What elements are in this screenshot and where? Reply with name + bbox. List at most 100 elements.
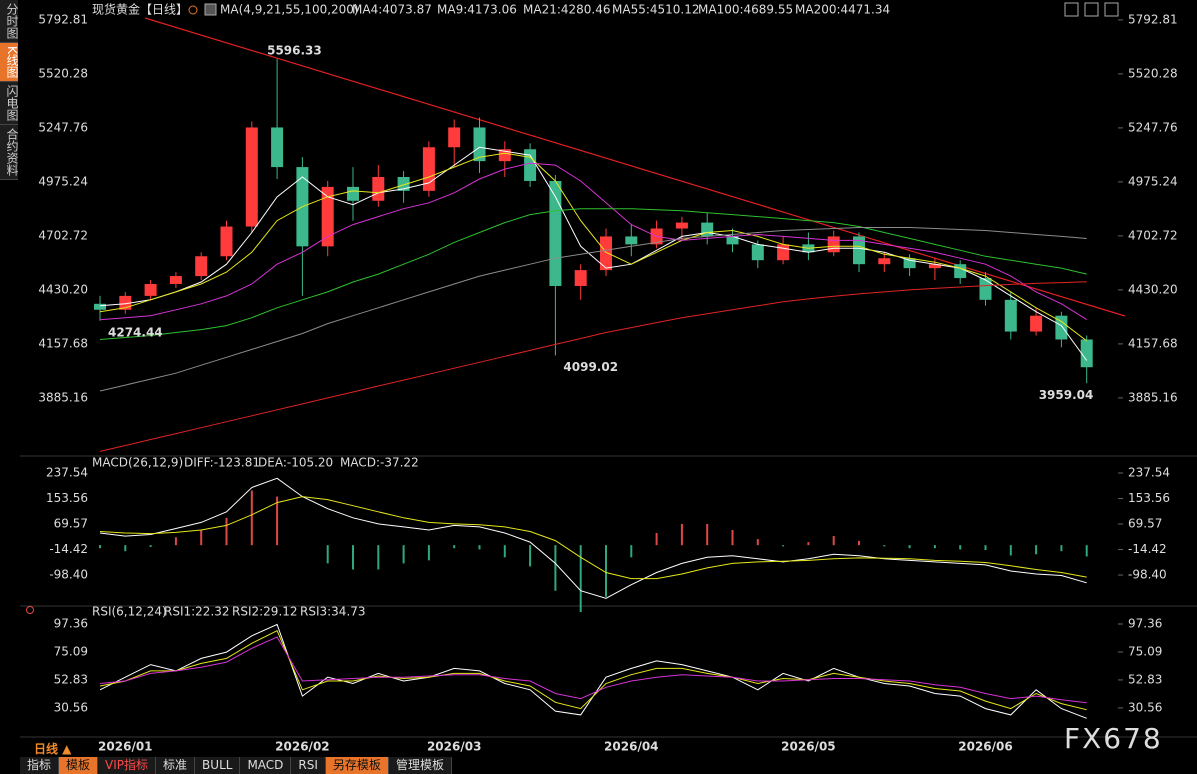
tab[interactable]: 闪电图	[0, 81, 19, 125]
trend-line	[144, 17, 1126, 317]
candle-body	[220, 226, 233, 257]
candle-body	[422, 147, 435, 191]
candle-body	[448, 127, 461, 148]
macd-bar	[832, 536, 835, 546]
series-line	[99, 208, 1087, 340]
legend-entry: RSI1:22.32	[164, 605, 230, 619]
macd-bar	[225, 517, 228, 546]
macd-bar	[149, 545, 152, 547]
candle-body	[675, 222, 688, 229]
candle-body	[928, 264, 941, 269]
macd-bar	[655, 533, 658, 546]
legend-entry: RSI2:29.12	[232, 605, 298, 619]
y-tick-label: 75.09	[54, 644, 88, 658]
x-tick-label: 2026/05	[781, 740, 835, 754]
macd-bar	[174, 537, 177, 546]
macd-bar	[402, 545, 405, 564]
candle-body	[245, 127, 258, 227]
y-tick-label: -14.42	[1128, 542, 1167, 556]
tool-button[interactable]: 标准	[156, 757, 196, 774]
candle-body	[119, 295, 132, 310]
period-button[interactable]: 日线 ▲	[34, 742, 72, 756]
candle-body	[195, 256, 208, 277]
legend-entry: MA21:4280.46	[523, 3, 611, 17]
y-tick-label: 153.56	[46, 491, 88, 505]
y-tick-label: 4430.20	[1128, 282, 1178, 296]
y-tick-label: 69.57	[1128, 517, 1162, 531]
macd-bar	[731, 529, 734, 546]
icon[interactable]	[1084, 2, 1099, 17]
icon[interactable]	[1104, 2, 1119, 17]
macd-bar	[250, 490, 253, 546]
macd-bar	[883, 545, 886, 547]
candle-body	[397, 176, 410, 191]
panel-title: RSI(6,12,24)	[92, 605, 167, 619]
series-line	[99, 162, 1087, 321]
icon[interactable]	[1064, 2, 1079, 17]
low-annotation: 4274.44	[108, 325, 163, 339]
candle-body	[473, 127, 486, 162]
macd-bar	[1060, 545, 1063, 552]
candle-body	[625, 236, 638, 245]
legend-entry: MA55:4510.12	[612, 3, 700, 17]
y-tick-label: 5247.76	[1128, 120, 1178, 134]
macd-bar	[605, 545, 607, 597]
candle-body	[751, 244, 764, 261]
add-icon[interactable]	[188, 5, 198, 15]
tool-button[interactable]: 另存模板	[325, 757, 389, 774]
series-line	[99, 630, 1087, 711]
y-tick-label: -14.42	[49, 542, 88, 556]
low-annotation: 4099.02	[563, 360, 618, 374]
sidebar: 分时图 K线图 闪电图 合约资料	[0, 0, 19, 180]
y-tick-label: 3885.16	[1128, 390, 1178, 404]
settings-icon[interactable]	[26, 606, 34, 614]
candle-body	[144, 283, 157, 296]
y-tick-label: 30.56	[54, 700, 88, 714]
macd-bar	[933, 545, 936, 549]
period-label: 【日线】	[140, 3, 188, 17]
y-tick-label: 97.36	[54, 616, 88, 630]
y-tick-label: 75.09	[1128, 644, 1162, 658]
series-line	[99, 636, 1087, 704]
y-tick-label: 52.83	[1128, 672, 1162, 686]
y-tick-label: -98.40	[1128, 568, 1167, 582]
y-tick-label: 5520.28	[38, 66, 88, 80]
y-tick-label: 3885.16	[38, 390, 88, 404]
series-line	[99, 227, 1087, 392]
tool-button[interactable]: RSI	[291, 757, 326, 774]
y-tick-label: 52.83	[54, 672, 88, 686]
tab[interactable]: 分时图	[0, 0, 19, 43]
candle-body	[954, 264, 967, 279]
y-tick-label: 5247.76	[38, 120, 88, 134]
macd-bar	[453, 545, 456, 549]
legend-entry: MA100:4689.55	[698, 3, 793, 17]
macd-bar	[326, 545, 329, 564]
y-tick-label: 4157.68	[1128, 336, 1178, 350]
tab[interactable]: K线图	[0, 43, 19, 82]
y-tick-label: -98.40	[49, 568, 88, 582]
candle-body	[1055, 315, 1068, 340]
tool-button[interactable]: 管理模板	[389, 757, 452, 774]
macd-bar	[99, 545, 101, 549]
tool-button[interactable]: BULL	[195, 757, 241, 774]
tool-button[interactable]: VIP指标	[98, 757, 157, 774]
tool-button[interactable]: 模板	[59, 757, 99, 774]
toolbar-icons[interactable]	[1064, 2, 1119, 17]
y-tick-label: 4702.72	[1128, 228, 1178, 242]
macd-bar	[529, 545, 532, 567]
toolbar: 指标 模板 VIP指标 标准 BULL MACD RSI 另存模板 管理模板	[20, 757, 452, 774]
watermark: FX678	[1064, 722, 1163, 755]
macd-bar	[427, 545, 430, 561]
x-tick-label: 2026/06	[958, 740, 1012, 754]
candle-body	[549, 180, 562, 286]
indicator-icon[interactable]	[204, 3, 217, 16]
tool-button[interactable]: MACD	[240, 757, 292, 774]
macd-bar	[984, 545, 987, 551]
tab[interactable]: 合约资料	[0, 124, 19, 180]
series-line	[99, 623, 1087, 719]
candle-body	[777, 244, 790, 261]
series-line	[99, 146, 1088, 361]
y-tick-label: 5792.81	[38, 12, 88, 26]
tool-button[interactable]: 指标	[20, 757, 60, 774]
